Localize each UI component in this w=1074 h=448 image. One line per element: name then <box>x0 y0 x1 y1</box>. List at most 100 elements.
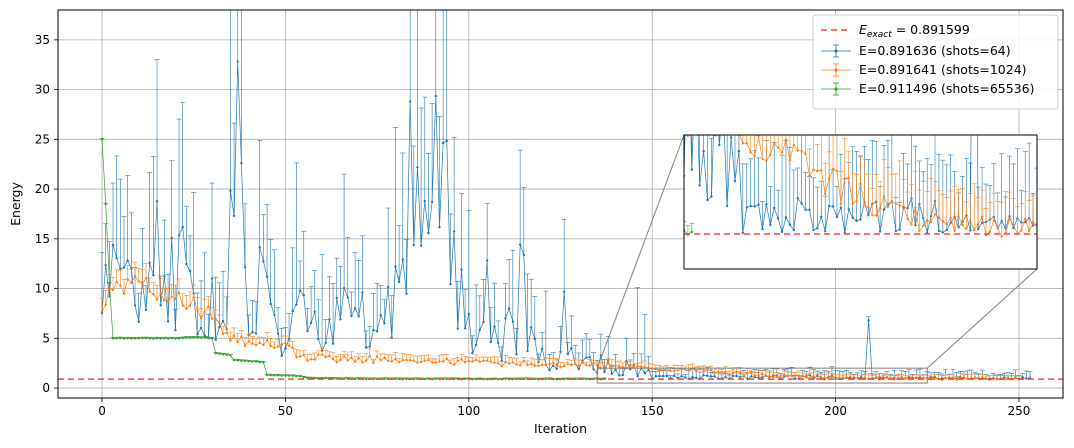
data-point <box>133 275 137 278</box>
data-point <box>710 126 712 128</box>
data-point <box>603 370 606 374</box>
data-point <box>835 170 839 173</box>
data-point <box>577 233 579 235</box>
data-point <box>474 343 478 346</box>
data-point <box>474 358 478 362</box>
data-point <box>725 204 729 208</box>
data-point <box>276 373 280 377</box>
data-point <box>514 230 516 232</box>
data-point <box>713 371 716 374</box>
data-point <box>119 267 122 271</box>
data-point <box>214 338 217 341</box>
data-point <box>612 96 614 98</box>
data-point <box>577 364 581 367</box>
data-point <box>718 105 720 107</box>
data-point <box>511 320 515 323</box>
data-point <box>673 369 676 373</box>
data-point <box>275 0 277 2</box>
data-point <box>546 230 548 232</box>
data-point <box>784 138 788 141</box>
data-point <box>636 112 638 114</box>
data-point <box>236 341 239 344</box>
data-point <box>937 229 941 233</box>
data-point <box>585 229 587 231</box>
data-point <box>419 244 423 247</box>
data-point <box>232 358 236 362</box>
data-point <box>210 337 214 340</box>
data-point <box>780 151 784 154</box>
data-point <box>812 375 815 378</box>
data-point <box>221 353 225 356</box>
data-point <box>310 72 312 74</box>
data-point <box>663 232 665 234</box>
data-point <box>788 223 792 227</box>
data-point <box>440 229 442 231</box>
data-point <box>404 81 406 83</box>
data-point <box>640 233 642 235</box>
data-point <box>313 377 316 380</box>
data-point <box>600 108 602 110</box>
data-point <box>295 303 298 306</box>
data-point <box>667 85 669 87</box>
data-point <box>663 142 665 144</box>
data-point <box>338 199 340 201</box>
data-point <box>424 76 426 78</box>
data-point <box>317 353 320 357</box>
legend-swatch-dot <box>834 68 838 72</box>
data-point <box>379 314 382 317</box>
data-point <box>1044 229 1046 231</box>
data-point <box>423 359 426 362</box>
data-point <box>280 374 283 377</box>
data-point <box>368 345 371 348</box>
data-point <box>566 362 570 365</box>
data-point <box>475 62 477 64</box>
data-point <box>655 104 657 106</box>
data-point <box>792 143 796 147</box>
y-axis-label: Energy <box>8 182 23 226</box>
data-point <box>444 229 446 231</box>
data-point <box>475 230 477 232</box>
data-point <box>518 74 520 76</box>
data-point <box>608 104 610 106</box>
data-point <box>852 376 856 379</box>
data-point <box>383 356 386 360</box>
data-point <box>1025 377 1028 380</box>
data-point <box>1031 221 1035 224</box>
data-point <box>724 376 727 379</box>
data-point <box>455 228 457 230</box>
data-point <box>684 368 687 371</box>
inset-frame <box>683 134 1038 270</box>
data-point <box>463 361 467 364</box>
data-point <box>350 356 353 360</box>
data-point <box>941 231 945 234</box>
data-point <box>957 225 960 229</box>
data-point <box>500 364 504 368</box>
data-point <box>493 361 496 364</box>
x-tick-label: 100 <box>457 404 480 418</box>
data-point <box>441 141 445 145</box>
data-point <box>493 325 496 328</box>
data-point <box>644 127 646 129</box>
data-point <box>728 373 731 376</box>
data-point <box>507 307 511 310</box>
data-point <box>345 201 347 203</box>
data-point <box>385 227 387 229</box>
data-point <box>838 376 841 379</box>
data-point <box>491 229 493 231</box>
data-point <box>104 202 107 206</box>
data-point <box>229 189 232 192</box>
data-point <box>544 363 548 367</box>
data-point <box>177 337 181 340</box>
data-point <box>1040 219 1042 221</box>
data-point <box>925 219 929 222</box>
data-point <box>792 228 796 232</box>
data-point <box>262 260 265 263</box>
data-point <box>1000 235 1003 239</box>
data-point <box>988 230 992 234</box>
data-point <box>663 111 665 113</box>
data-point <box>148 290 151 293</box>
data-point <box>658 368 661 372</box>
data-point <box>604 68 606 70</box>
data-point <box>390 336 393 339</box>
data-point <box>1031 224 1035 227</box>
